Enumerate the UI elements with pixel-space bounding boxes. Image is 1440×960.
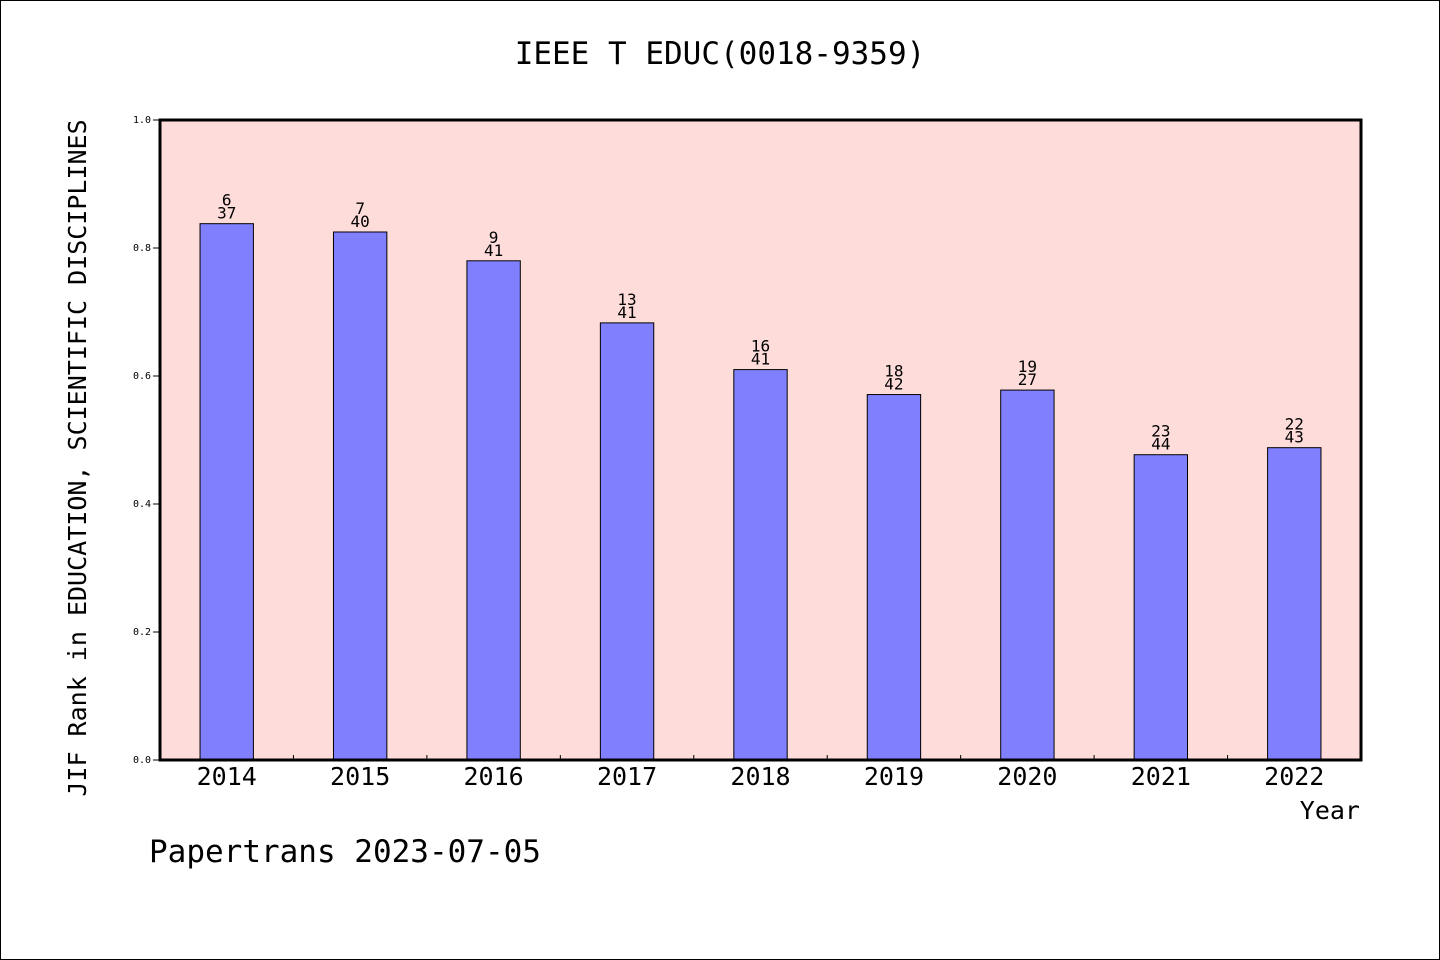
x-axis-ticks: 2014 2015 2016 2017 2018 2019 2020 2021 2022 (197, 755, 1324, 791)
rank-label-2018: 16 (751, 337, 770, 356)
bar-2020 (1000, 389, 1055, 761)
x-tick-label-2020: 2020 (997, 762, 1057, 791)
bar-2017 (599, 322, 655, 761)
total-label-2020: 27 (1018, 370, 1037, 389)
rank-label-2015: 7 (355, 199, 365, 218)
total-label-2019: 42 (884, 375, 903, 394)
rank-label-2014: 6 (222, 191, 232, 210)
total-label-2015: 40 (351, 212, 370, 231)
y-axis-ticks: 0.0 0.2 0.4 0.6 0.8 1.0 (133, 115, 160, 766)
y-tick-label: 1.0 (133, 115, 151, 126)
plot-border (158, 118, 1363, 762)
rank-label-2017: 13 (617, 290, 636, 309)
x-tick-label-2019: 2019 (864, 762, 924, 791)
total-label-2018: 41 (751, 350, 770, 369)
rank-label-2016: 9 (489, 228, 499, 247)
x-tick-label-2017: 2017 (597, 762, 657, 791)
total-label-2016: 41 (484, 241, 503, 260)
bar-2018 (733, 369, 788, 761)
bar-2014 (199, 223, 254, 761)
rank-label-2021: 23 (1151, 422, 1170, 441)
rank-label-2022: 22 (1285, 415, 1304, 434)
bar-2021 (1133, 454, 1189, 761)
x-tick-label-2021: 2021 (1131, 762, 1191, 791)
bar-2019 (866, 394, 922, 761)
x-tick-label-2018: 2018 (730, 762, 790, 791)
footer-credit: Papertrans 2023-07-05 (149, 834, 541, 870)
x-tick-label-2016: 2016 (464, 762, 524, 791)
bar-2015 (332, 231, 388, 761)
y-tick-label: 0.0 (133, 755, 151, 766)
x-axis-label: Year (1299, 796, 1360, 825)
total-label-2022: 43 (1285, 428, 1304, 447)
bar-2022 (1267, 447, 1322, 761)
bars-layer (199, 223, 1322, 761)
rank-label-2019: 18 (884, 362, 903, 381)
y-tick-label: 0.4 (133, 499, 151, 510)
y-tick-label: 0.2 (133, 627, 151, 638)
y-tick-label: 0.8 (133, 243, 151, 254)
chart-title: IEEE T EDUC(0018-9359) (514, 36, 926, 72)
bar-2016 (466, 260, 521, 761)
total-label-2021: 44 (1151, 435, 1170, 454)
total-label-2017: 41 (617, 303, 636, 322)
x-tick-label-2022: 2022 (1264, 762, 1324, 791)
x-tick-label-2015: 2015 (330, 762, 390, 791)
y-axis-label: JIF Rank in EDUCATION, SCIENTIFIC DISCIP… (63, 119, 92, 797)
total-label-2014: 37 (217, 204, 236, 223)
x-tick-label-2014: 2014 (197, 762, 257, 791)
y-tick-label: 0.6 (133, 371, 151, 382)
rank-label-2020: 19 (1018, 357, 1037, 376)
